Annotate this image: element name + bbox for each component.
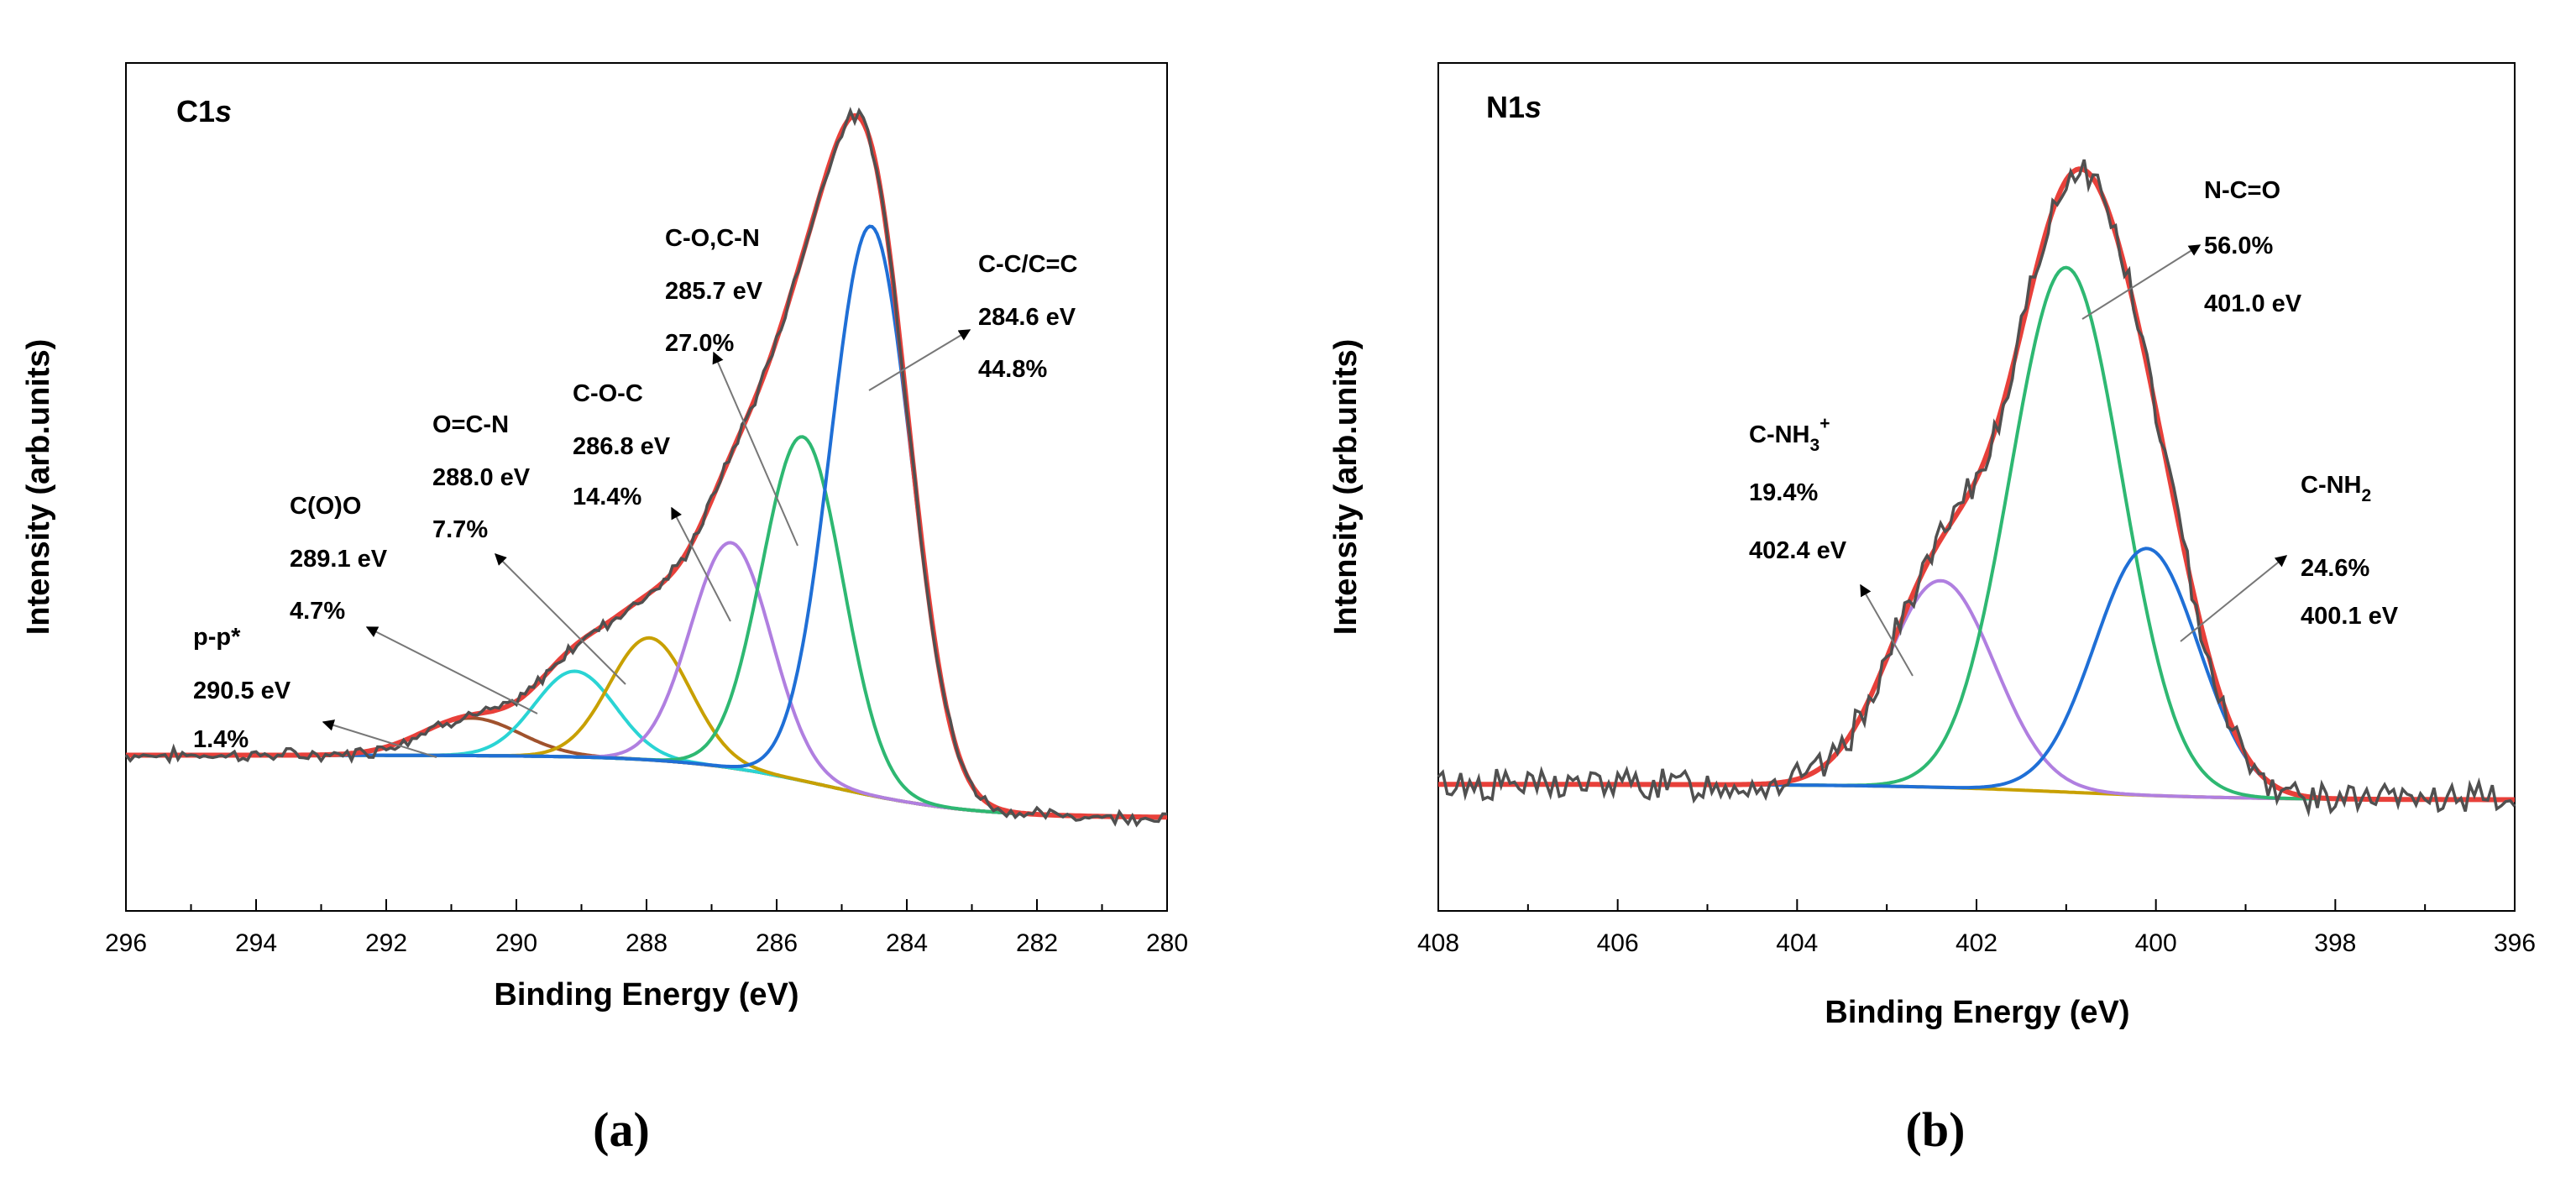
svg-text:C-O,C-N: C-O,C-N [665, 225, 760, 252]
annotation-cnh2: C-NH2 24.6% 400.1 eV [2301, 472, 2399, 630]
x-tick-label: 294 [235, 929, 277, 957]
svg-text:19.4%: 19.4% [1749, 479, 1818, 506]
svg-text:O=C-N: O=C-N [432, 411, 509, 438]
x-tick-label: 408 [1417, 929, 1459, 957]
svg-text:C-O-C: C-O-C [573, 380, 643, 407]
x-tick-label: 286 [756, 929, 798, 957]
x-tick-label: 404 [1776, 929, 1818, 957]
annotation-cc: C-C/C=C 284.6 eV 44.8% [978, 251, 1077, 383]
svg-text:286.8 eV: 286.8 eV [573, 433, 671, 460]
panel-b-label: N1s [1486, 90, 1542, 124]
svg-text:27.0%: 27.0% [665, 330, 734, 357]
annotation-cnh3: C-NH3+ 19.4% 402.4 eV [1749, 414, 1847, 564]
panel-b-x-axis-title: Binding Energy (eV) [1825, 995, 2129, 1030]
annotation-arrow [2180, 555, 2288, 642]
x-tick-label: 284 [886, 929, 928, 957]
annotation-arrow [365, 626, 538, 714]
annotation-arrow [671, 506, 731, 622]
svg-text:56.0%: 56.0% [2204, 233, 2273, 259]
panel-a-x-ticks: 296 294 292 290 288 286 284 282 280 [105, 899, 1188, 957]
svg-text:C-NH3+: C-NH3+ [1749, 414, 1830, 455]
annotation-ocn: O=C-N 288.0 eV 7.7% [432, 411, 531, 543]
x-tick-label: 396 [2494, 929, 2536, 957]
svg-text:284.6 eV: 284.6 eV [978, 304, 1076, 331]
svg-text:24.6%: 24.6% [2301, 555, 2369, 582]
annotation-nco: N-C=O 56.0% 401.0 eV [2204, 177, 2302, 317]
peak-curve [1438, 547, 2515, 802]
panel-a-caption: (a) [593, 1102, 650, 1157]
annotation-arrows [322, 244, 2288, 758]
envelope-line [126, 112, 1167, 820]
svg-text:C-C/C=C: C-C/C=C [978, 251, 1077, 278]
annotation-coc: C-O-C 286.8 eV 14.4% [573, 380, 671, 510]
svg-text:1.4%: 1.4% [193, 726, 249, 753]
x-tick-label: 398 [2314, 929, 2356, 957]
panel-b-peaks [1438, 265, 2515, 802]
peak-curve [1438, 265, 2515, 802]
annotation-pp-star: p-p* 290.5 eV 1.4% [193, 624, 291, 753]
x-tick-label: 290 [495, 929, 537, 957]
panel-b-caption: (b) [1906, 1102, 1966, 1157]
x-tick-label: 292 [365, 929, 407, 957]
annotation-arrow [322, 719, 437, 758]
svg-text:7.7%: 7.7% [432, 516, 488, 543]
x-tick-label: 282 [1016, 929, 1058, 957]
panel-a-raw-data [124, 107, 1168, 828]
x-tick-label: 402 [1956, 929, 1997, 957]
panel-b: 408 406 404 402 400 398 396 N1s Binding Energy… [1328, 62, 2536, 1157]
annotation-co-cn: C-O,C-N 285.7 eV 27.0% [665, 225, 763, 357]
x-tick-label: 296 [105, 929, 147, 957]
x-tick-label: 400 [2135, 929, 2177, 957]
x-tick-label: 280 [1146, 929, 1188, 957]
annotation-arrow [495, 553, 626, 685]
annotation-arrow [712, 351, 798, 547]
svg-text:44.8%: 44.8% [978, 356, 1047, 383]
svg-text:C-NH2: C-NH2 [2301, 472, 2371, 505]
panel-a-label: C1s [176, 94, 232, 128]
svg-text:400.1 eV: 400.1 eV [2301, 603, 2399, 630]
annotation-arrow [2081, 244, 2202, 320]
svg-text:4.7%: 4.7% [290, 598, 345, 625]
x-tick-label: 406 [1597, 929, 1639, 957]
peak-curve [126, 636, 1167, 819]
panel-a: 296 294 292 290 288 286 284 282 280 C1s Binding … [21, 62, 1188, 1157]
svg-text:285.7 eV: 285.7 eV [665, 278, 763, 305]
panel-a-background-curve [126, 753, 1167, 819]
svg-text:N-C=O: N-C=O [2204, 177, 2280, 204]
x-tick-label: 288 [626, 929, 668, 957]
svg-text:290.5 eV: 290.5 eV [193, 678, 291, 704]
panel-a-envelope-curve [126, 112, 1167, 820]
svg-text:C(O)O: C(O)O [290, 493, 361, 520]
svg-text:14.4%: 14.4% [573, 484, 641, 510]
background-line [126, 753, 1167, 819]
panel-b-y-axis-title: Intensity (arb.units) [1328, 339, 1364, 636]
annotation-arrow [1860, 583, 1914, 677]
panel-a-x-axis-title: Binding Energy (eV) [494, 977, 798, 1012]
svg-text:402.4 eV: 402.4 eV [1749, 537, 1847, 564]
panel-a-plot-frame [125, 62, 1168, 912]
svg-text:401.0 eV: 401.0 eV [2204, 290, 2302, 317]
svg-text:288.0 eV: 288.0 eV [432, 464, 531, 491]
raw-data-line [124, 107, 1168, 828]
panel-a-y-axis-title: Intensity (arb.units) [21, 339, 56, 636]
raw-data-line [1437, 159, 2516, 818]
svg-text:289.1 eV: 289.1 eV [290, 546, 388, 573]
svg-text:p-p*: p-p* [193, 624, 241, 651]
annotation-coo: C(O)O 289.1 eV 4.7% [290, 493, 388, 625]
panel-b-x-ticks: 408 406 404 402 400 398 396 [1417, 899, 2536, 957]
annotation-arrow [868, 329, 971, 391]
panel-b-raw-data [1437, 159, 2516, 818]
